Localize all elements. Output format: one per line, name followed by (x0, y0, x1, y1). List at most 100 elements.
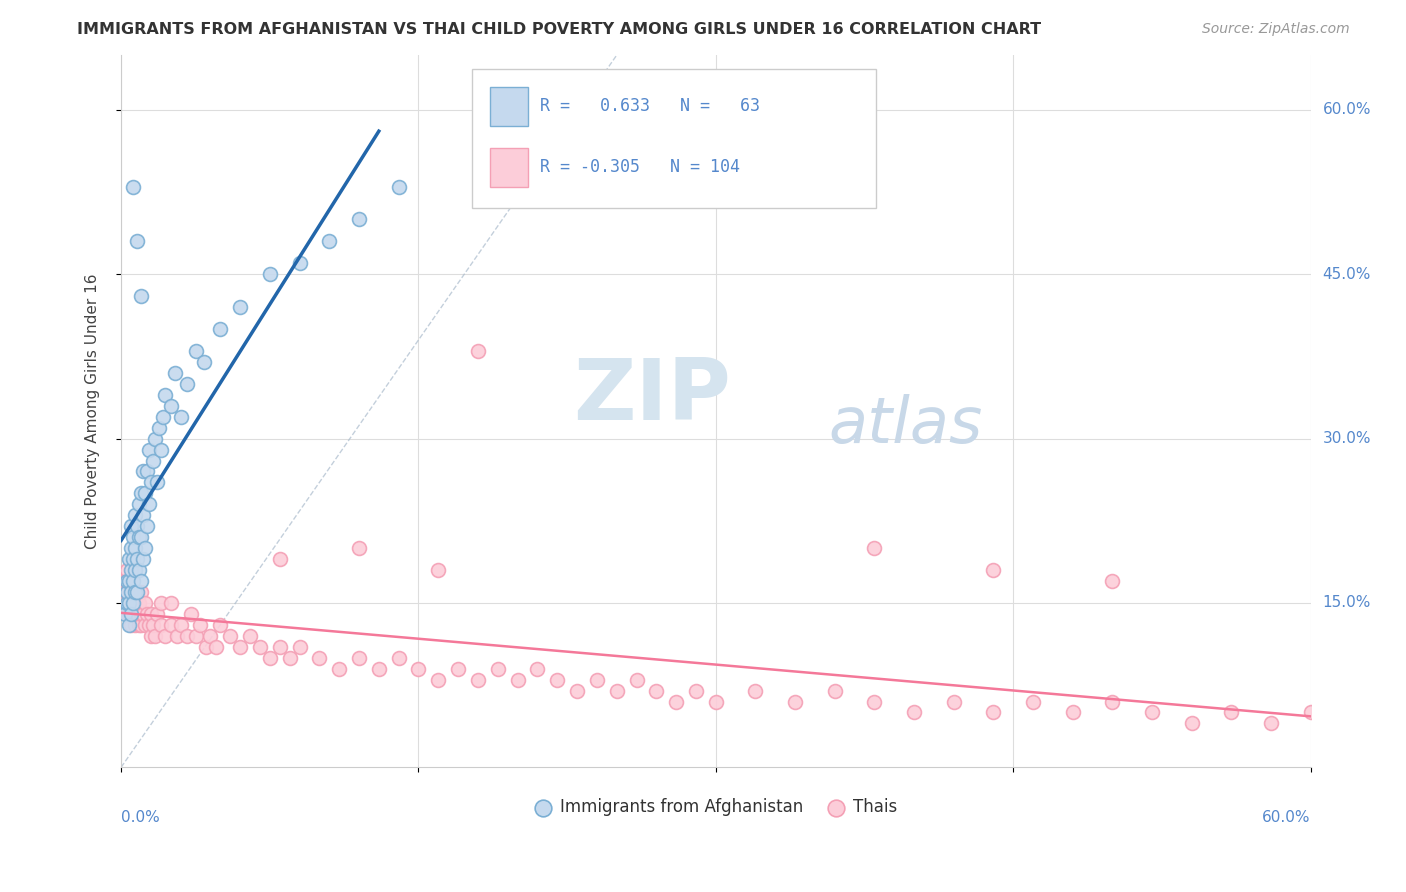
FancyBboxPatch shape (472, 70, 876, 208)
Y-axis label: Child Poverty Among Girls Under 16: Child Poverty Among Girls Under 16 (86, 274, 100, 549)
Point (143, 629, 166, 643)
Text: R =   0.633   N =   63: R = 0.633 N = 63 (540, 97, 759, 115)
Point (128, 596, 150, 610)
Point (1062, 706, 1084, 720)
Point (427, 563, 450, 577)
Point (120, 563, 142, 577)
Point (318, 235, 340, 249)
Point (125, 519, 148, 533)
Text: Source: ZipAtlas.com: Source: ZipAtlas.com (1202, 22, 1350, 37)
Point (219, 629, 242, 643)
Point (125, 585, 148, 599)
Point (1180, 716, 1202, 731)
Point (124, 541, 146, 556)
Point (128, 617, 150, 632)
Point (744, 683, 766, 698)
Point (169, 409, 191, 424)
Point (122, 607, 145, 621)
Point (122, 596, 145, 610)
Point (249, 640, 271, 654)
Text: R = -0.305   N = 104: R = -0.305 N = 104 (540, 158, 740, 176)
Point (128, 530, 150, 544)
Point (546, 673, 568, 687)
Point (120, 541, 142, 556)
Point (176, 376, 198, 391)
Point (903, 706, 925, 720)
Point (288, 640, 311, 654)
Text: 15.0%: 15.0% (1323, 596, 1371, 610)
Point (114, 574, 136, 588)
Point (139, 475, 162, 490)
Text: 60.0%: 60.0% (1263, 810, 1310, 825)
Point (138, 442, 160, 457)
Point (115, 563, 138, 577)
Point (138, 617, 160, 632)
Point (120, 574, 142, 588)
Point (124, 617, 146, 632)
Point (347, 650, 370, 665)
Point (1022, 694, 1045, 708)
Point (132, 508, 155, 523)
Point (186, 343, 208, 358)
Point (118, 574, 141, 588)
Point (565, 683, 588, 698)
Point (149, 442, 172, 457)
FancyBboxPatch shape (489, 87, 527, 127)
Point (526, 662, 548, 676)
Point (1220, 706, 1243, 720)
Point (278, 650, 301, 665)
Point (115, 574, 138, 588)
Point (115, 585, 138, 599)
Text: 0.0%: 0.0% (121, 810, 160, 825)
Point (124, 585, 146, 599)
Point (139, 607, 162, 621)
Point (190, 617, 212, 632)
Point (983, 563, 1005, 577)
Point (347, 212, 370, 227)
Text: ZIP: ZIP (574, 356, 731, 439)
Point (148, 420, 170, 434)
Point (115, 596, 138, 610)
Point (129, 530, 152, 544)
Point (163, 366, 186, 380)
Point (132, 607, 155, 621)
Point (124, 596, 146, 610)
Point (153, 629, 176, 643)
Point (134, 541, 156, 556)
Point (115, 585, 138, 599)
Point (152, 409, 174, 424)
Point (408, 662, 430, 676)
Point (367, 662, 389, 676)
Point (115, 607, 138, 621)
Point (606, 683, 628, 698)
Point (120, 585, 142, 599)
Text: IMMIGRANTS FROM AFGHANISTAN VS THAI CHILD POVERTY AMONG GIRLS UNDER 16 CORRELATI: IMMIGRANTS FROM AFGHANISTAN VS THAI CHIL… (77, 22, 1042, 37)
Point (269, 552, 291, 566)
Point (118, 552, 141, 566)
Point (166, 629, 188, 643)
Point (122, 552, 145, 566)
Point (118, 596, 141, 610)
Point (146, 475, 169, 490)
Point (1101, 574, 1123, 588)
Point (863, 694, 886, 708)
Point (125, 596, 148, 610)
Point (259, 650, 281, 665)
Point (129, 486, 152, 500)
Point (114, 596, 136, 610)
Point (824, 683, 846, 698)
Point (125, 585, 148, 599)
Point (120, 585, 142, 599)
Point (118, 574, 141, 588)
Point (142, 617, 165, 632)
Point (115, 574, 138, 588)
Point (159, 617, 181, 632)
Point (347, 541, 370, 556)
Point (176, 629, 198, 643)
Point (114, 607, 136, 621)
Point (134, 617, 156, 632)
Point (132, 465, 155, 479)
Point (1140, 706, 1163, 720)
Point (1299, 706, 1322, 720)
Point (125, 607, 148, 621)
